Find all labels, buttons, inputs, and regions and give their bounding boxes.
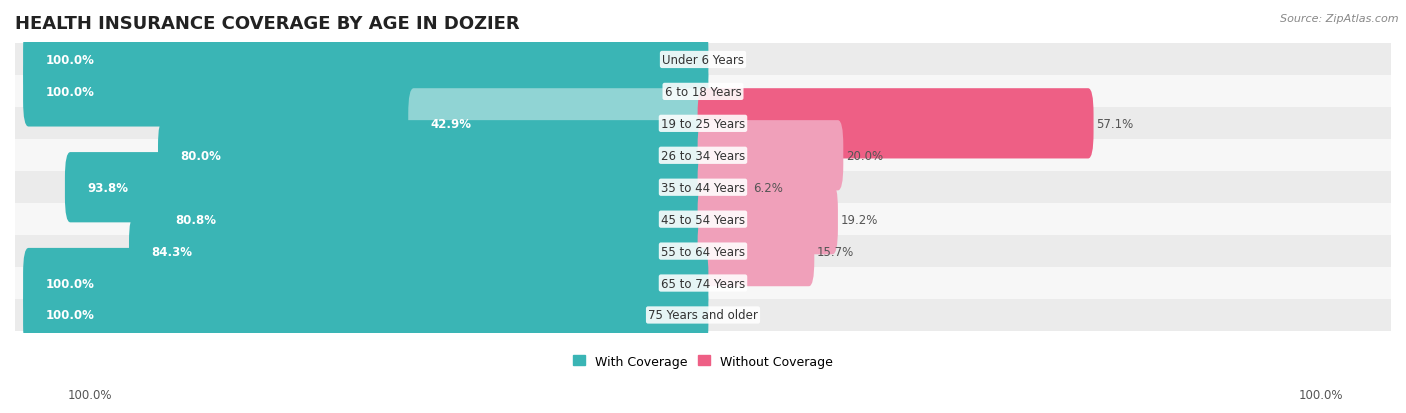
Text: 93.8%: 93.8% (87, 181, 128, 194)
Text: Under 6 Years: Under 6 Years (662, 54, 744, 67)
Text: 100.0%: 100.0% (1298, 389, 1343, 401)
Text: 42.9%: 42.9% (430, 118, 471, 131)
Bar (15, 204, 1391, 235)
Text: 80.8%: 80.8% (174, 213, 217, 226)
Text: 6 to 18 Years: 6 to 18 Years (665, 85, 741, 99)
FancyBboxPatch shape (129, 216, 709, 287)
Bar (15, 235, 1391, 268)
Bar (15, 140, 1391, 172)
Bar (15, 76, 1391, 108)
Bar (15, 44, 1391, 76)
Text: 35 to 44 Years: 35 to 44 Years (661, 181, 745, 194)
Text: 100.0%: 100.0% (45, 277, 94, 290)
Legend: With Coverage, Without Coverage: With Coverage, Without Coverage (568, 350, 838, 373)
FancyBboxPatch shape (157, 121, 709, 191)
Bar (15, 268, 1391, 299)
FancyBboxPatch shape (697, 216, 814, 287)
Text: 84.3%: 84.3% (152, 245, 193, 258)
Text: 65 to 74 Years: 65 to 74 Years (661, 277, 745, 290)
Text: 15.7%: 15.7% (817, 245, 855, 258)
Text: Source: ZipAtlas.com: Source: ZipAtlas.com (1281, 14, 1399, 24)
Bar (15, 108, 1391, 140)
Text: 6.2%: 6.2% (754, 181, 783, 194)
FancyBboxPatch shape (22, 280, 709, 350)
Text: 20.0%: 20.0% (846, 150, 883, 162)
Text: HEALTH INSURANCE COVERAGE BY AGE IN DOZIER: HEALTH INSURANCE COVERAGE BY AGE IN DOZI… (15, 15, 520, 33)
Text: 100.0%: 100.0% (45, 85, 94, 99)
Text: 19.2%: 19.2% (841, 213, 877, 226)
Text: 100.0%: 100.0% (45, 309, 94, 322)
Text: 57.1%: 57.1% (1097, 118, 1133, 131)
Text: 80.0%: 80.0% (180, 150, 221, 162)
FancyBboxPatch shape (153, 185, 709, 255)
FancyBboxPatch shape (22, 25, 709, 95)
FancyBboxPatch shape (22, 57, 709, 127)
FancyBboxPatch shape (65, 153, 709, 223)
FancyBboxPatch shape (697, 153, 751, 223)
FancyBboxPatch shape (697, 89, 1094, 159)
Text: 55 to 64 Years: 55 to 64 Years (661, 245, 745, 258)
Text: 19 to 25 Years: 19 to 25 Years (661, 118, 745, 131)
Bar (15, 172, 1391, 204)
FancyBboxPatch shape (408, 89, 709, 159)
Text: 100.0%: 100.0% (67, 389, 112, 401)
FancyBboxPatch shape (22, 248, 709, 318)
Bar (15, 299, 1391, 331)
FancyBboxPatch shape (697, 185, 838, 255)
Text: 45 to 54 Years: 45 to 54 Years (661, 213, 745, 226)
Text: 26 to 34 Years: 26 to 34 Years (661, 150, 745, 162)
FancyBboxPatch shape (697, 121, 844, 191)
Text: 75 Years and older: 75 Years and older (648, 309, 758, 322)
Text: 100.0%: 100.0% (45, 54, 94, 67)
